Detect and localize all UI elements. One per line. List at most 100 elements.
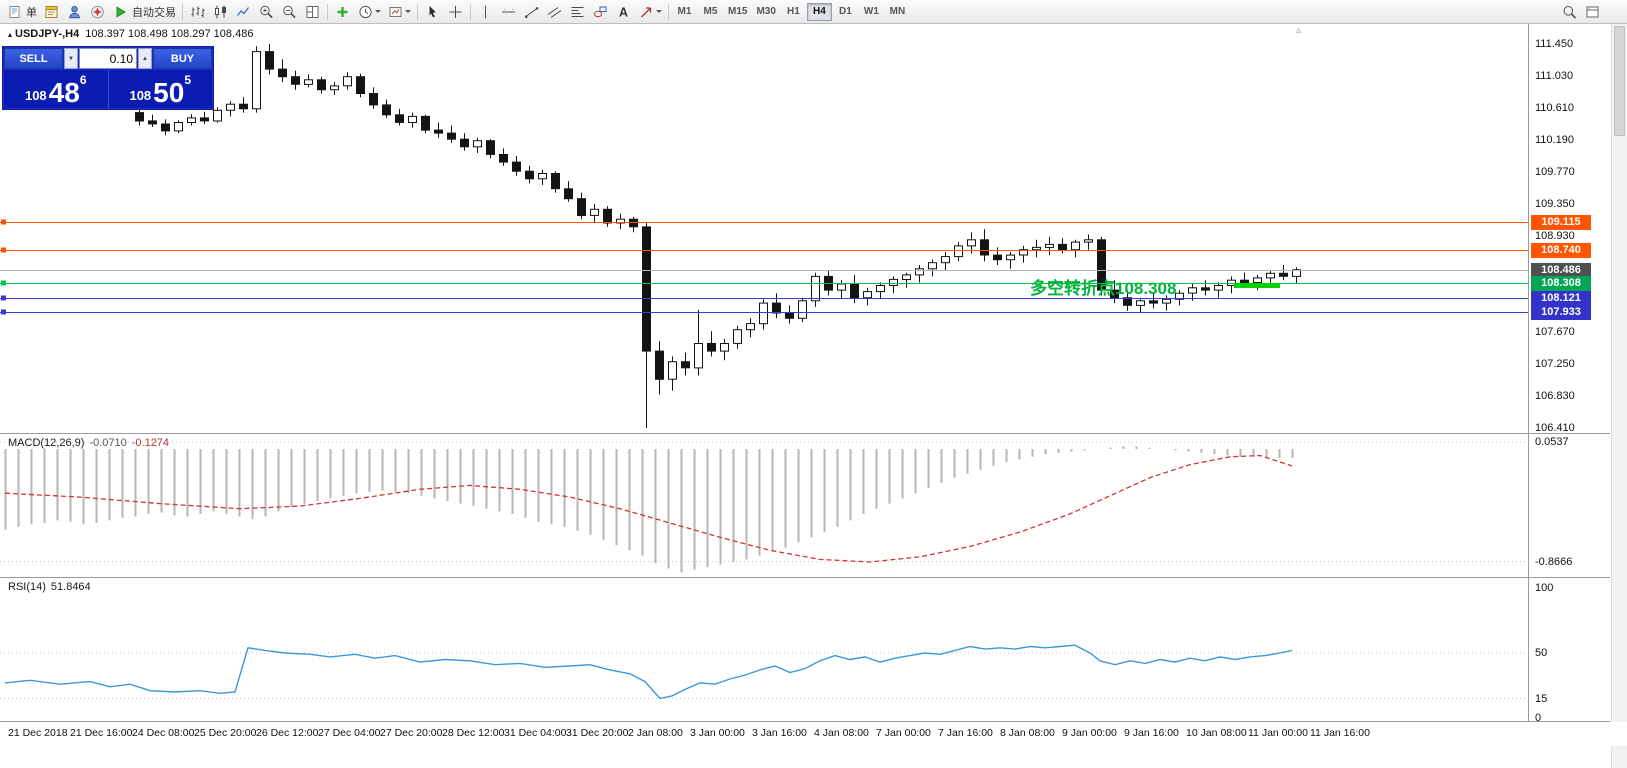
bar-chart-button[interactable] bbox=[186, 2, 209, 22]
fibonacci-icon bbox=[571, 6, 584, 17]
time-axis-label: 9 Jan 00:00 bbox=[1062, 727, 1117, 739]
sell-price-prefix: 108 bbox=[24, 88, 47, 103]
autotrading-label: 自动交易 bbox=[132, 6, 176, 19]
time-axis-label: 31 Dec 20:00 bbox=[566, 727, 629, 739]
time-axis-label: 3 Jan 16:00 bbox=[752, 727, 807, 739]
cursor-icon bbox=[429, 5, 436, 17]
price-badge: 108.308 bbox=[1531, 275, 1591, 291]
periods-button[interactable] bbox=[354, 2, 384, 22]
timeframe-m15-button[interactable]: M15 bbox=[724, 3, 751, 21]
rsi-value: 51.8464 bbox=[50, 581, 91, 593]
equidistant-channel-icon bbox=[547, 6, 562, 18]
rsi-scale-label: 15 bbox=[1535, 692, 1548, 705]
time-axis-label: 31 Dec 04:00 bbox=[504, 727, 567, 739]
timeframe-h1-button[interactable]: H1 bbox=[781, 3, 806, 21]
zoom-out-button[interactable] bbox=[278, 2, 301, 22]
price-badge: 108.486 bbox=[1531, 262, 1591, 278]
price-axis-label: 106.410 bbox=[1535, 422, 1575, 435]
symbol-marker-icon: ▴ bbox=[8, 30, 13, 39]
macd-name: MACD(12,26,9) bbox=[8, 437, 85, 449]
time-axis-label: 10 Jan 08:00 bbox=[1186, 727, 1247, 739]
horizontal-line-button[interactable] bbox=[497, 2, 520, 22]
line-chart-button[interactable] bbox=[232, 2, 255, 22]
lot-decrease-button[interactable]: ▼ bbox=[64, 48, 78, 69]
macd-label: MACD(12,26,9) -0.0710 -0.1274 bbox=[8, 437, 169, 449]
cursor-button[interactable] bbox=[421, 2, 444, 22]
time-axis-label: 2 Jan 08:00 bbox=[628, 727, 683, 739]
chart-annotation-text[interactable]: 多空转折点108.308 bbox=[1030, 279, 1177, 298]
symbol-ohlc-values: 108.397 108.498 108.297 108.486 bbox=[85, 28, 254, 40]
price-axis-label: 111.030 bbox=[1535, 69, 1574, 82]
macd-scale-label: 0.0537 bbox=[1535, 436, 1569, 448]
timeframe-m1-button[interactable]: M1 bbox=[672, 3, 697, 21]
text-button[interactable] bbox=[612, 2, 635, 22]
lot-increase-button[interactable]: ▲ bbox=[138, 48, 152, 69]
trend-segment[interactable] bbox=[1234, 283, 1280, 288]
crosshair-button[interactable] bbox=[444, 2, 467, 22]
sell-price-big: 48 bbox=[48, 76, 80, 108]
templates-button[interactable] bbox=[384, 2, 414, 22]
sell-price[interactable]: 108 48 6 bbox=[4, 70, 108, 108]
charts-window-button[interactable] bbox=[40, 2, 63, 22]
price-axis-label: 110.610 bbox=[1535, 101, 1574, 114]
horizontal-line-icon bbox=[501, 8, 516, 15]
indicators-button[interactable] bbox=[331, 2, 354, 22]
price-axis-label: 111.450 bbox=[1535, 37, 1574, 50]
rsi-name: RSI(14) bbox=[8, 581, 46, 593]
zoom-in-icon bbox=[259, 4, 274, 19]
autotrading-button[interactable]: 自动交易 bbox=[109, 2, 179, 22]
vertical-line-button[interactable] bbox=[474, 2, 497, 22]
new-order-label: 单 bbox=[26, 6, 37, 19]
price-axis[interactable]: 111.450 111.030 110.610 110.190 109.770 109.3… bbox=[1529, 0, 1609, 768]
arrows-button[interactable] bbox=[635, 2, 665, 22]
new-order-button[interactable]: 单 bbox=[3, 2, 40, 22]
timeframe-mn-button[interactable]: MN bbox=[885, 3, 910, 21]
time-axis-label: 21 Dec 16:00 bbox=[70, 727, 133, 739]
tile-windows-button[interactable] bbox=[301, 2, 324, 22]
bar-chart-icon bbox=[191, 5, 205, 18]
sell-button[interactable]: SELL bbox=[4, 48, 63, 69]
zoom-in-button[interactable] bbox=[255, 2, 278, 22]
rsi-label: RSI(14) 51.8464 bbox=[8, 581, 91, 593]
time-axis-label: 3 Jan 00:00 bbox=[690, 727, 745, 739]
vertical-scrollbar[interactable] bbox=[1611, 24, 1627, 768]
new-order-icon bbox=[9, 5, 20, 18]
trendline-button[interactable] bbox=[520, 2, 543, 22]
trade-panel-divider bbox=[107, 70, 109, 108]
price-badge: 108.121 bbox=[1531, 290, 1591, 306]
market-watch-button[interactable] bbox=[63, 2, 86, 22]
scrollbar-thumb[interactable] bbox=[1614, 26, 1625, 136]
lot-size-input[interactable] bbox=[79, 48, 137, 69]
timeframe-m30-button[interactable]: M30 bbox=[752, 3, 779, 21]
toolbar-separator bbox=[327, 3, 328, 20]
candlestick-chart-button[interactable] bbox=[209, 2, 232, 22]
chart-shift-marker[interactable]: ▵ bbox=[1296, 25, 1302, 36]
chevron-down-icon bbox=[656, 9, 662, 13]
autotrading-play-icon bbox=[116, 6, 126, 17]
trade-panel-controls: SELL ▼ ▲ BUY bbox=[4, 48, 212, 69]
price-axis-label: 110.190 bbox=[1535, 133, 1574, 146]
timeframe-w1-button[interactable]: W1 bbox=[859, 3, 884, 21]
equidistant-channel-button[interactable] bbox=[543, 2, 566, 22]
toolbar-separator bbox=[417, 3, 418, 20]
fibonacci-button[interactable] bbox=[566, 2, 589, 22]
chart-profiles-button[interactable] bbox=[1581, 2, 1604, 22]
time-axis[interactable]: 21 Dec 2018 21 Dec 16:00 24 Dec 08:00 25 De… bbox=[0, 722, 1627, 746]
timeframe-h4-button[interactable]: H4 bbox=[806, 2, 832, 21]
chevron-down-icon bbox=[375, 9, 381, 13]
timeframe-m5-button[interactable]: M5 bbox=[698, 3, 723, 21]
candlestick-chart-icon bbox=[215, 4, 226, 19]
timeframe-d1-button[interactable]: D1 bbox=[833, 3, 858, 21]
buy-button[interactable]: BUY bbox=[153, 48, 212, 69]
search-button[interactable] bbox=[1558, 2, 1581, 22]
zoom-out-icon bbox=[282, 4, 297, 19]
arrow-object-icon bbox=[640, 6, 652, 18]
time-axis-label: 8 Jan 08:00 bbox=[1000, 727, 1055, 739]
macd-signal-value: -0.1274 bbox=[131, 437, 170, 449]
buy-price[interactable]: 108 50 5 bbox=[109, 70, 213, 108]
shapes-button[interactable] bbox=[589, 2, 612, 22]
navigator-button[interactable] bbox=[86, 2, 109, 22]
shapes-icon bbox=[594, 6, 607, 17]
